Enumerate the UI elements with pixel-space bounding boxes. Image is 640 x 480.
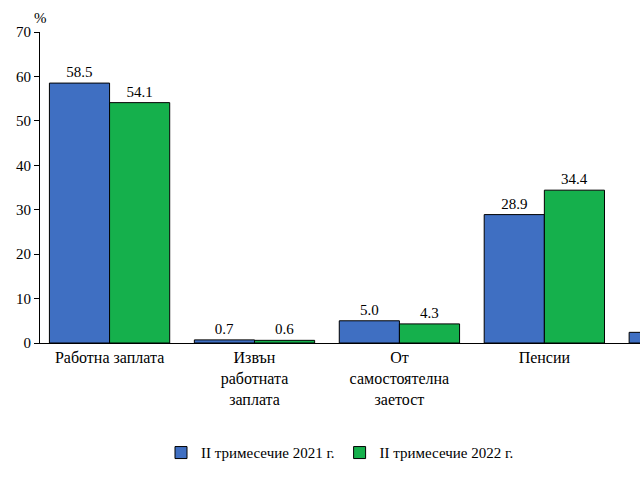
svg-text:0.6: 0.6 <box>275 321 294 337</box>
svg-text:34.4: 34.4 <box>561 171 588 187</box>
svg-text:Работна заплата: Работна заплата <box>55 349 164 366</box>
svg-text:28.9: 28.9 <box>501 196 527 212</box>
svg-text:30: 30 <box>16 202 31 218</box>
svg-text:58.5: 58.5 <box>66 64 92 80</box>
svg-text:20: 20 <box>16 246 31 262</box>
svg-text:II тримесечие 2021 г.: II тримесечие 2021 г. <box>201 445 335 461</box>
svg-text:%: % <box>34 10 47 26</box>
svg-text:Извънработнатазаплата: Извънработнатазаплата <box>221 349 289 408</box>
svg-text:Пенсии: Пенсии <box>519 349 571 366</box>
svg-text:50: 50 <box>16 113 31 129</box>
svg-text:5.0: 5.0 <box>360 302 379 318</box>
svg-text:0: 0 <box>24 335 32 351</box>
svg-text:II тримесечие 2022 г.: II тримесечие 2022 г. <box>380 445 514 461</box>
svg-text:0.7: 0.7 <box>215 321 234 337</box>
svg-text:54.1: 54.1 <box>127 84 153 100</box>
svg-text:60: 60 <box>16 69 31 85</box>
svg-text:40: 40 <box>16 158 31 174</box>
svg-text:10: 10 <box>16 291 31 307</box>
svg-text:4.3: 4.3 <box>420 305 439 321</box>
svg-text:Отсамостоятелназаетост: Отсамостоятелназаетост <box>350 349 450 408</box>
svg-text:70: 70 <box>16 24 31 40</box>
